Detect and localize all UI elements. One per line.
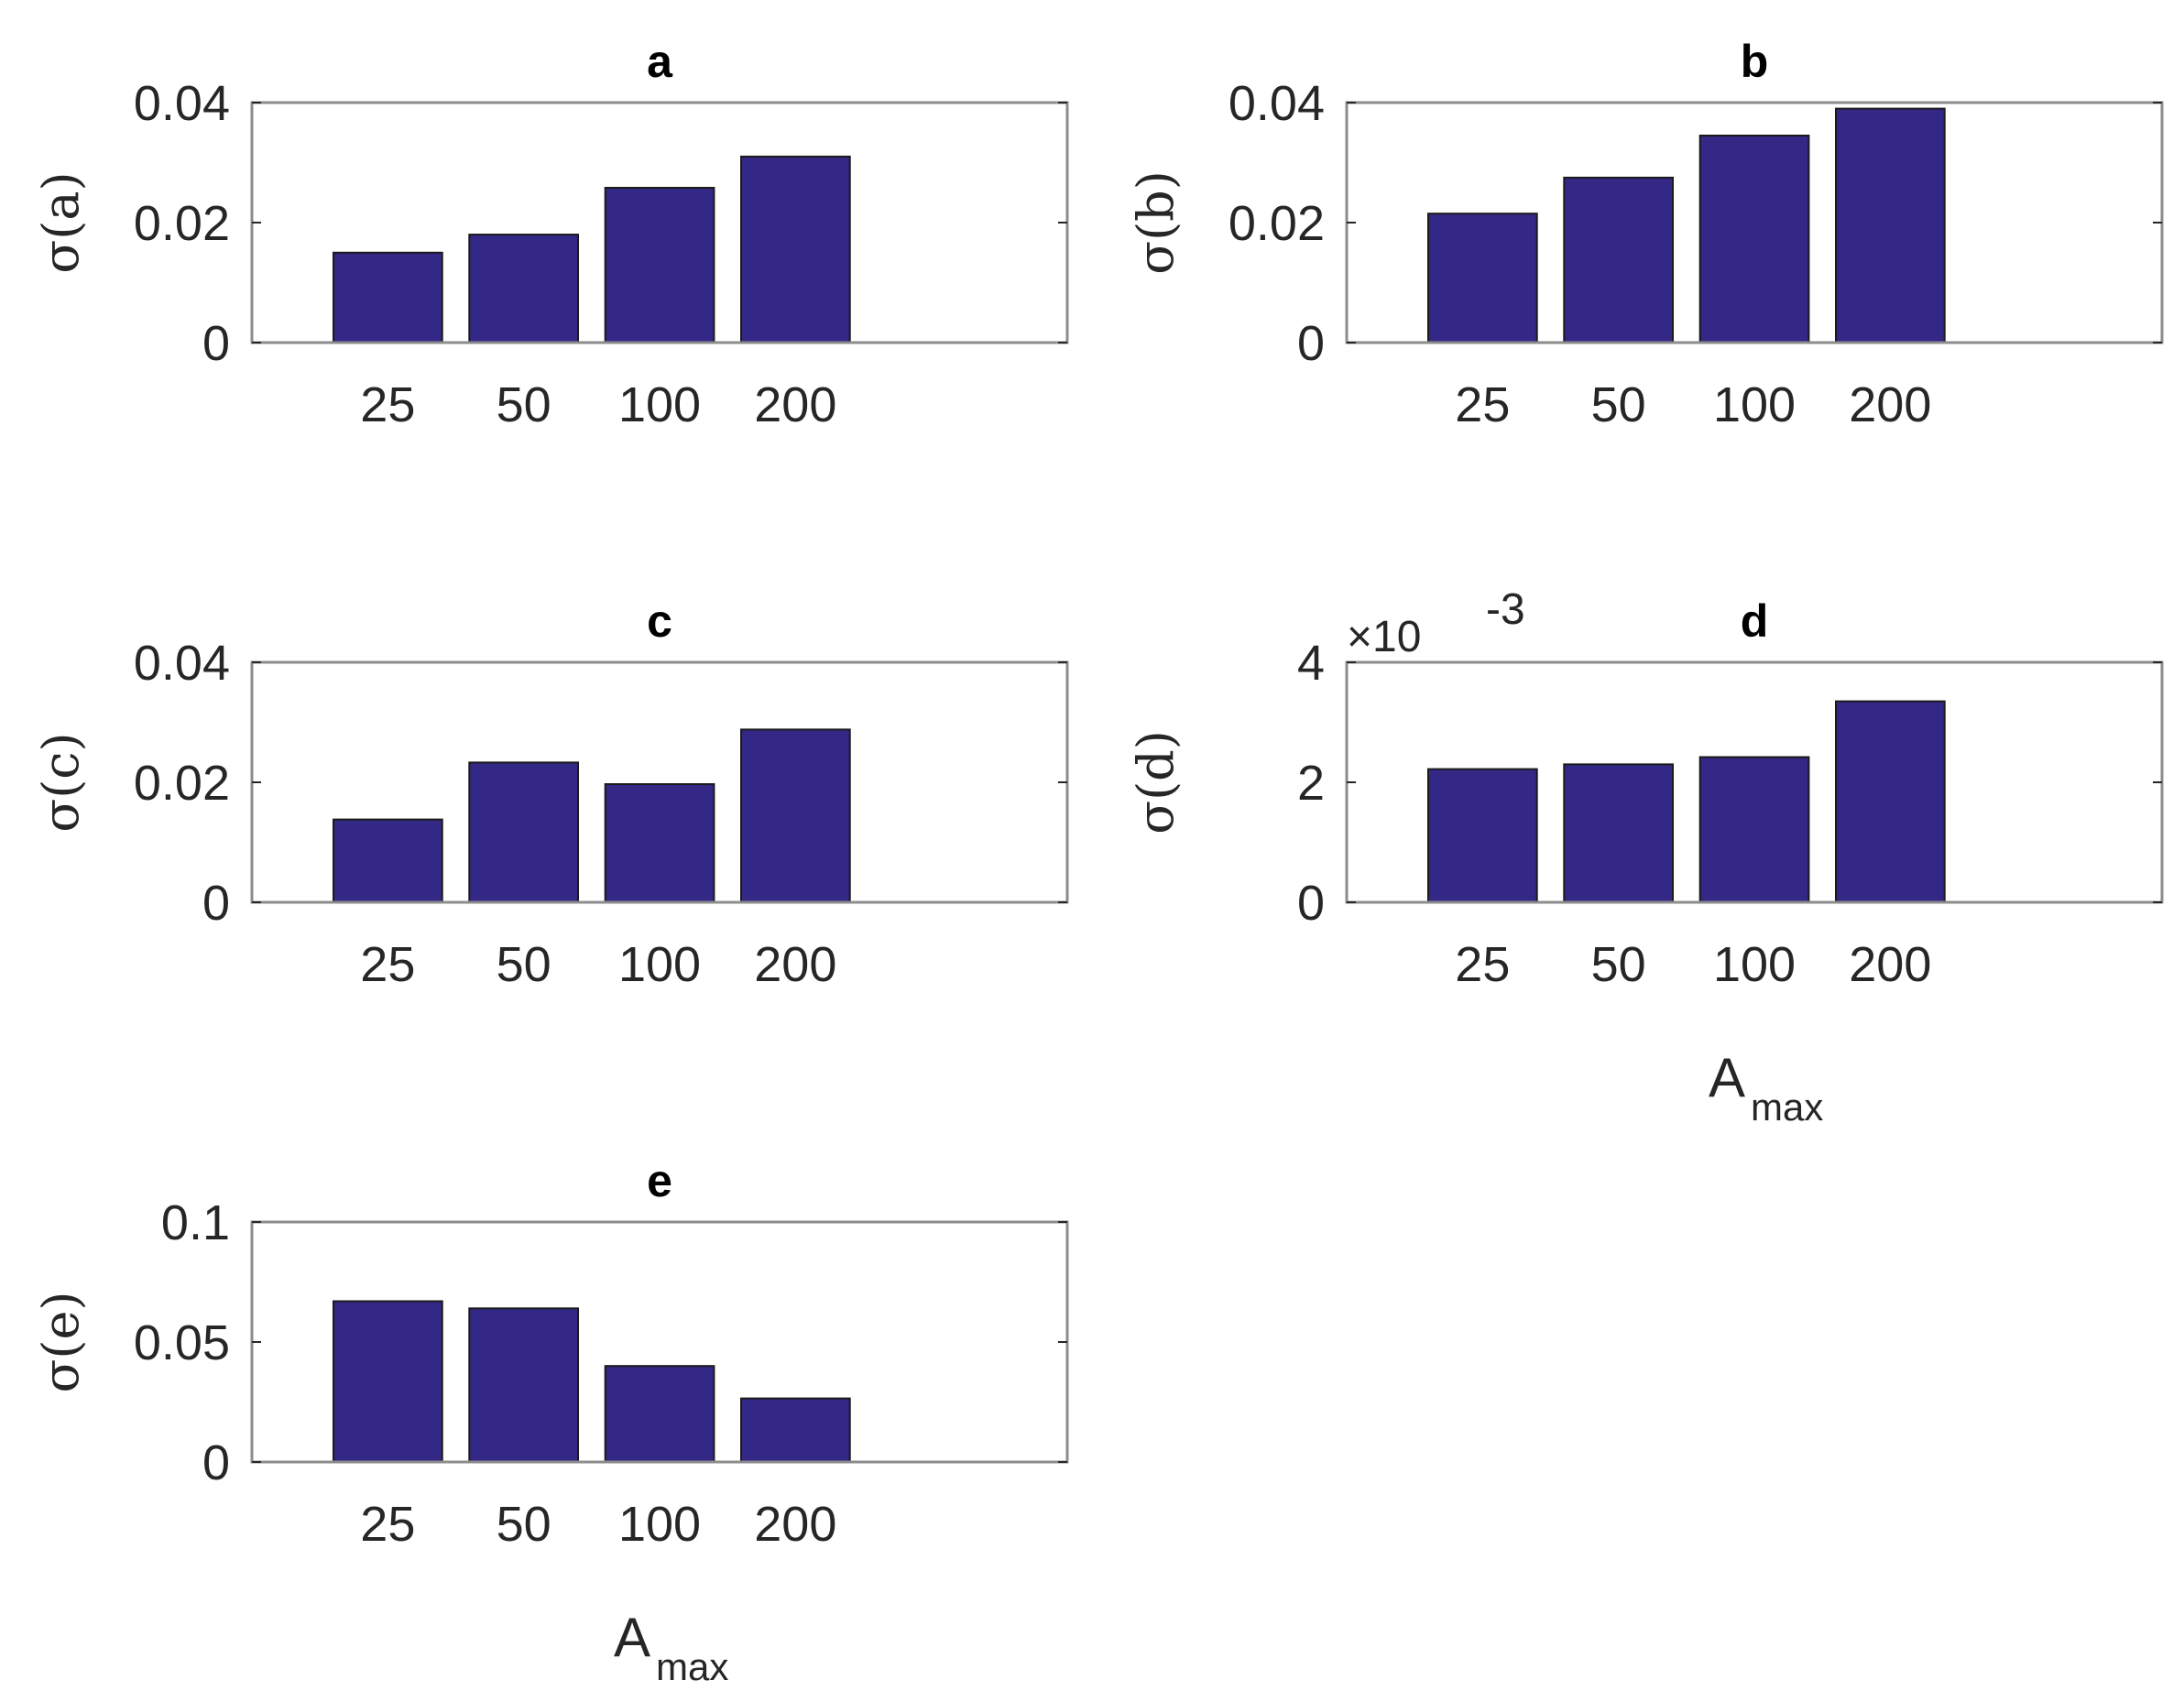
xtick-label-e-50: 50	[497, 1497, 551, 1552]
xtick-label-a-50: 50	[497, 377, 551, 432]
xlabel-d: A	[1709, 1047, 1745, 1108]
xtick-label-c-25: 25	[360, 937, 415, 992]
xtick-label-a-100: 100	[618, 377, 701, 432]
ylabel-b: σ(b)	[1127, 170, 1185, 275]
y-multiplier-d: ×10	[1347, 613, 1421, 661]
xtick-label-e-100: 100	[618, 1497, 701, 1552]
bar-c-100	[604, 783, 715, 903]
ytick-label-a-2: 0.04	[134, 76, 230, 131]
ytick-label-a-1: 0.02	[134, 196, 230, 251]
bar-e-50	[468, 1307, 579, 1464]
ytick-label-d-1: 2	[1297, 756, 1325, 811]
bar-c-50	[468, 761, 579, 904]
bar-e-100	[604, 1365, 715, 1463]
xtick-label-b-100: 100	[1713, 377, 1796, 432]
ytick-label-b-0: 0	[1297, 316, 1325, 371]
bar-b-25	[1427, 213, 1538, 344]
xtick-label-b-25: 25	[1455, 377, 1510, 432]
xtick-label-b-50: 50	[1591, 377, 1646, 432]
panel-title-c: c	[647, 595, 672, 647]
xlabel-e: A	[614, 1607, 650, 1668]
ytick-label-b-1: 0.02	[1228, 196, 1325, 251]
panel-a: 0 0.02 0.04 25 50 100 200 a σ(a)	[32, 36, 1069, 432]
xlabel-sub-e: max	[656, 1645, 728, 1688]
panel-e: 0 0.05 0.1 25 50 100 200 e σ(e) A max	[32, 1155, 1069, 1688]
xtick-label-c-200: 200	[754, 937, 836, 992]
bar-a-200	[740, 155, 851, 344]
xtick-label-d-200: 200	[1849, 937, 1931, 992]
panel-title-d: d	[1741, 595, 1769, 647]
xtick-label-a-25: 25	[360, 377, 415, 432]
bar-e-200	[740, 1397, 851, 1463]
bar-d-25	[1427, 768, 1538, 903]
xtick-label-a-200: 200	[754, 377, 836, 432]
panel-d: 0 2 4 25 50 100 200 d σ(d) ×10 -3 A max	[1127, 585, 2164, 1129]
xtick-label-d-25: 25	[1455, 937, 1510, 992]
ytick-label-d-0: 0	[1297, 876, 1325, 931]
ytick-label-c-0: 0	[202, 876, 230, 931]
xtick-label-c-50: 50	[497, 937, 551, 992]
ytick-label-a-0: 0	[202, 316, 230, 371]
bar-b-50	[1563, 176, 1675, 344]
panel-title-e: e	[647, 1155, 672, 1206]
ytick-label-e-0: 0	[202, 1435, 230, 1490]
xtick-label-d-50: 50	[1591, 937, 1646, 992]
bar-a-50	[468, 234, 579, 344]
ylabel-a: σ(a)	[32, 171, 90, 273]
xtick-label-d-100: 100	[1713, 937, 1796, 992]
ytick-label-e-1: 0.05	[134, 1315, 230, 1370]
bar-d-50	[1563, 763, 1675, 904]
bar-d-100	[1698, 756, 1810, 903]
ylabel-c: σ(c)	[32, 732, 90, 832]
panel-b: 0 0.02 0.04 25 50 100 200 b σ(b)	[1127, 36, 2164, 432]
panel-c: 0 0.02 0.04 25 50 100 200 c σ(c)	[32, 595, 1069, 992]
xtick-label-b-200: 200	[1849, 377, 1931, 432]
bar-b-100	[1698, 135, 1810, 344]
ytick-label-c-2: 0.04	[134, 636, 230, 691]
ytick-label-c-1: 0.02	[134, 756, 230, 811]
ylabel-e: σ(e)	[32, 1292, 90, 1393]
xtick-label-e-25: 25	[360, 1497, 415, 1552]
ytick-label-b-2: 0.04	[1228, 76, 1325, 131]
bar-a-100	[604, 187, 715, 344]
xlabel-sub-d: max	[1751, 1086, 1823, 1129]
ytick-label-d-2: 4	[1297, 636, 1325, 691]
panel-title-b: b	[1741, 36, 1769, 87]
bar-c-25	[333, 818, 443, 903]
bar-a-25	[333, 251, 443, 344]
bar-d-200	[1835, 700, 1946, 903]
xtick-label-e-200: 200	[754, 1497, 836, 1552]
panel-title-a: a	[647, 36, 673, 87]
ylabel-d: σ(d)	[1127, 730, 1185, 835]
bar-c-200	[740, 728, 851, 904]
ytick-label-e-2: 0.1	[161, 1195, 230, 1250]
xtick-label-c-100: 100	[618, 937, 701, 992]
bar-b-200	[1835, 107, 1946, 344]
y-multiplier-exp-d: -3	[1486, 585, 1525, 634]
bar-e-25	[333, 1300, 443, 1463]
